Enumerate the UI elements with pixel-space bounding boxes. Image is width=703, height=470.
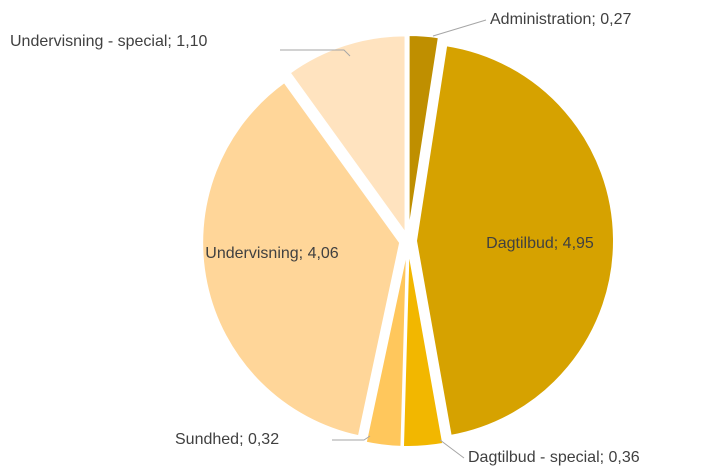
category-name: Undervisning - special (10, 33, 167, 50)
category-name: Dagtilbud (486, 235, 554, 252)
value-label: 1,10 (176, 33, 207, 50)
label-separator: ; (600, 449, 609, 466)
pie-slice (364, 248, 409, 448)
label-separator: ; (167, 33, 176, 50)
data-label: Dagtilbud; 4,95 (486, 235, 594, 252)
label-separator: ; (591, 11, 600, 28)
value-label: 0,32 (248, 431, 279, 448)
pie-slice (201, 80, 402, 438)
label-separator: ; (554, 235, 563, 252)
data-label: Undervisning; 4,06 (205, 245, 339, 262)
data-label: Undervisning - special; 1,10 (10, 33, 208, 50)
leader-line (280, 49, 351, 57)
category-name: Sundhed (175, 431, 239, 448)
leader-line (439, 439, 465, 459)
pie-slice (407, 34, 441, 234)
data-label: Sundhed; 0,32 (175, 431, 279, 448)
label-separator: ; (299, 245, 308, 262)
value-label: 4,95 (563, 235, 594, 252)
leader-line (432, 19, 487, 37)
value-label: 0,27 (600, 11, 631, 28)
label-separator: ; (239, 431, 248, 448)
data-label: Dagtilbud - special; 0,36 (468, 449, 640, 466)
value-label: 0,36 (609, 449, 640, 466)
category-name: Administration (490, 11, 591, 28)
pie-slice (401, 248, 445, 448)
pie-slice (414, 44, 615, 438)
data-label: Administration; 0,27 (490, 11, 632, 28)
leader-line (332, 435, 371, 441)
category-name: Undervisning (205, 245, 298, 262)
category-name: Dagtilbud - special (468, 449, 600, 466)
pie-slice (288, 34, 407, 237)
value-label: 4,06 (308, 245, 339, 262)
